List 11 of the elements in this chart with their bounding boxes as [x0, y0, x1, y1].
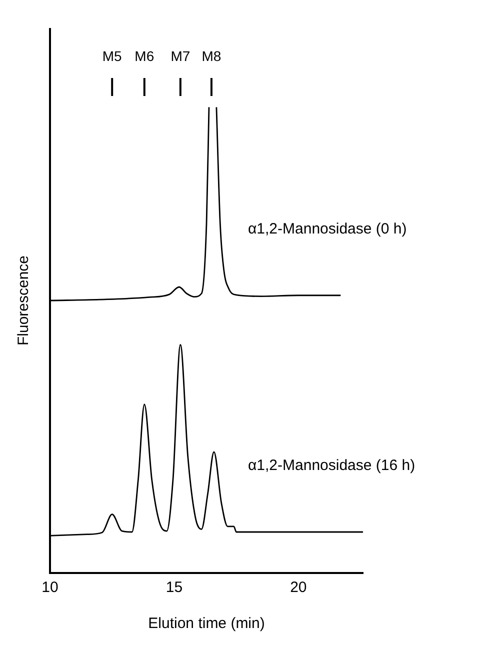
x-tick-label: 15 — [166, 579, 183, 596]
annotation: M6 — [134, 48, 154, 64]
x-tick-label: 10 — [42, 579, 58, 596]
y-axis-title: Fluorescence — [15, 255, 32, 346]
annotation: M5 — [102, 48, 122, 64]
series-label: α1,2-Mannosidase (0 h) — [248, 220, 407, 238]
annotation: M7 — [170, 48, 190, 64]
x-axis-title: Elution time (min) — [148, 615, 265, 632]
series-label: α1,2-Mannosidase (16 h) — [248, 457, 416, 474]
x-tick-label: 20 — [290, 579, 307, 596]
annotation: M8 — [202, 48, 222, 64]
